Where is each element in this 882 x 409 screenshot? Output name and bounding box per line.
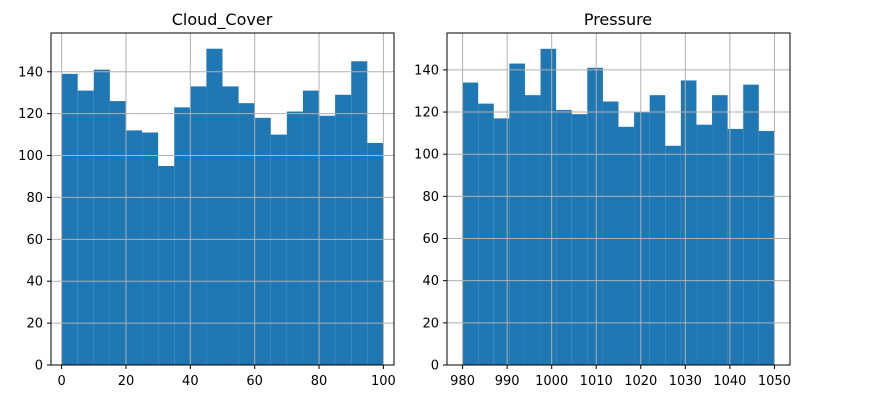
pressure-x-tick-label: 980 <box>450 374 475 389</box>
pressure-bar <box>665 145 681 365</box>
pressure-bar <box>540 48 557 366</box>
pressure-x-tick-label: 1010 <box>580 374 613 389</box>
pressure-bar <box>680 80 697 366</box>
pressure-y-tick-label: 0 <box>431 359 439 374</box>
cloud-cover-bar <box>93 69 110 365</box>
pressure-bar <box>602 101 619 365</box>
cloud-cover-y-tick-label: 0 <box>35 359 43 374</box>
cloud-cover-bar <box>206 48 223 366</box>
pressure-histogram: Pressure 980 990 1000 1010 1020 1030 1040 10500… <box>414 10 791 389</box>
cloud-cover-bar <box>158 166 175 365</box>
pressure-y-tick-label: 100 <box>414 148 439 163</box>
pressure-bar <box>727 128 744 365</box>
cloud-cover-bar <box>77 90 94 365</box>
pressure-bar <box>712 95 728 366</box>
cloud-cover-x-tick-label: 20 <box>118 374 135 389</box>
cloud-cover-bar <box>302 90 320 365</box>
pressure-y-tick-label: 20 <box>422 316 439 331</box>
cloud-cover-bar <box>286 111 303 365</box>
pressure-bar <box>758 131 775 365</box>
cloud-cover-bar <box>125 130 143 365</box>
cloud-cover-y-tick-label: 120 <box>18 107 43 122</box>
cloud-cover-bar <box>142 132 159 365</box>
cloud-cover-y-tick-label: 140 <box>18 65 43 80</box>
pressure-bar <box>462 82 479 365</box>
pressure-bar <box>618 126 635 365</box>
cloud-cover-bar <box>238 103 255 366</box>
cloud-cover-title: Cloud_Cover <box>172 10 273 30</box>
cloud-cover-bars <box>61 48 384 366</box>
pressure-y-tick-label: 60 <box>422 232 439 247</box>
cloud-cover-x-tick-label: 60 <box>246 374 263 389</box>
cloud-cover-bar <box>367 142 384 365</box>
pressure-x-tick-label: 990 <box>495 374 520 389</box>
pressure-bars <box>462 48 775 366</box>
pressure-y-tick-label: 40 <box>422 274 439 289</box>
cloud-cover-bar <box>351 61 368 365</box>
cloud-cover-bar <box>190 86 207 365</box>
pressure-y-tick-label: 140 <box>414 63 439 78</box>
cloud-cover-bar <box>109 101 126 365</box>
pressure-grid <box>447 33 790 366</box>
pressure-x-tick-label: 1040 <box>713 374 746 389</box>
cloud-cover-x-tick-label: 80 <box>311 374 328 389</box>
cloud-cover-y-tick-label: 40 <box>26 275 43 290</box>
pressure-bar <box>696 124 713 365</box>
pressure-bar <box>556 109 572 365</box>
cloud-cover-y-axis: 0 20 40 60 80 100 120 140 <box>18 65 51 374</box>
pressure-x-tick-label: 1050 <box>758 374 791 389</box>
pressure-bar <box>478 103 494 366</box>
pressure-bar <box>571 114 588 365</box>
cloud-cover-bar <box>254 117 271 365</box>
cloud-cover-y-tick-label: 20 <box>26 317 43 332</box>
cloud-cover-bar <box>61 73 78 365</box>
pressure-title: Pressure <box>584 10 652 29</box>
cloud-cover-bar <box>222 86 239 365</box>
cloud-cover-y-tick-label: 80 <box>26 191 43 206</box>
cloud-cover-bar <box>319 115 336 366</box>
cloud-cover-axes-frame <box>50 32 395 366</box>
pressure-x-tick-label: 1030 <box>669 374 702 389</box>
pressure-y-tick-label: 80 <box>422 190 439 205</box>
cloud-cover-bar <box>174 107 191 366</box>
pressure-y-axis: 0 20 40 60 80 100 120 140 <box>414 63 447 374</box>
cloud-cover-histogram: Cloud_Cover 0 20 40 60 80 100 0 20 40 60 80 100 120 1… <box>18 10 396 389</box>
pressure-bar <box>509 63 525 365</box>
cloud-cover-y-tick-label: 60 <box>26 233 43 248</box>
cloud-cover-y-tick-label: 100 <box>18 149 43 164</box>
cloud-cover-x-axis: 0 20 40 60 80 100 <box>57 365 396 389</box>
pressure-x-tick-label: 1020 <box>624 374 657 389</box>
pressure-bar <box>493 118 510 366</box>
pressure-x-tick-label: 1000 <box>535 374 568 389</box>
pressure-axes-frame <box>446 32 791 366</box>
pressure-y-tick-label: 120 <box>414 106 439 121</box>
cloud-cover-x-tick-label: 0 <box>57 374 65 389</box>
pressure-bar <box>743 84 759 365</box>
pressure-bar <box>587 67 603 365</box>
cloud-cover-bar <box>335 94 352 365</box>
pressure-bar <box>649 95 666 366</box>
cloud-cover-x-tick-label: 40 <box>182 374 199 389</box>
cloud-cover-bar <box>270 134 287 365</box>
cloud-cover-x-tick-label: 100 <box>371 374 396 389</box>
pressure-x-axis: 980 990 1000 1010 1020 1030 1040 1050 <box>450 365 791 389</box>
pressure-bar <box>524 95 541 366</box>
